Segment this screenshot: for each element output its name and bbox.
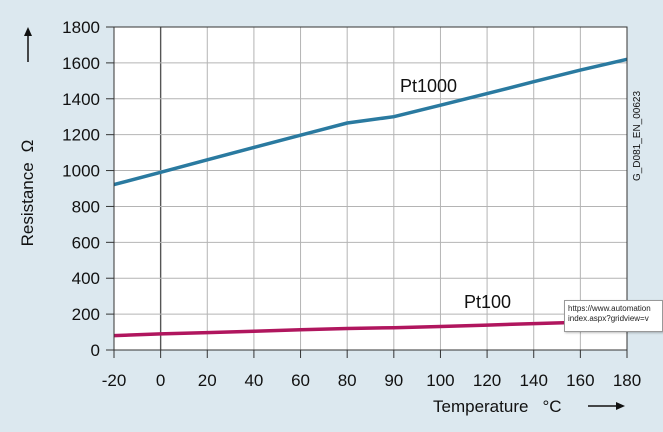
y-axis-title: Resistance Ω [18, 140, 37, 247]
series-label-pt100: Pt100 [464, 292, 511, 312]
svg-text:ResistanceΩ: Resistance Ω [18, 140, 37, 247]
series-line-pt100 [113, 319, 628, 338]
y-axis-unit: Ω [18, 140, 37, 153]
plot-frame [113, 26, 628, 351]
x-tick-label: 90 [384, 371, 403, 390]
y-axis-label: Resistance [18, 162, 37, 246]
x-axis-arrow [588, 402, 625, 410]
x-axis-label: Temperature [433, 397, 528, 416]
series-label-pt1000: Pt1000 [400, 76, 457, 96]
x-tick-label: 0 [156, 371, 165, 390]
x-tick-label: 140 [520, 371, 548, 390]
y-tick-label: 1400 [62, 90, 100, 109]
x-tick-label: 20 [198, 371, 217, 390]
y-tick-label: 1000 [62, 162, 100, 181]
svg-text:G_D081_EN_00623: G_D081_EN_00623 [632, 91, 643, 182]
tooltip-line-1: https://www.automation [568, 304, 651, 313]
y-tick-label: 1200 [62, 126, 100, 145]
x-tick-label: 100 [426, 371, 454, 390]
y-tick-label: 600 [72, 233, 100, 252]
x-axis-title: Temperature °C [433, 397, 562, 416]
y-tick-label: 800 [72, 197, 100, 216]
y-tick-label: 1800 [62, 18, 100, 37]
url-tooltip: https://www.automation index.aspx?gridvi… [564, 300, 663, 332]
y-tick-label: 400 [72, 269, 100, 288]
series-lines [113, 57, 628, 338]
x-tick-label: -20 [102, 371, 127, 390]
x-axis-unit: °C [542, 397, 561, 416]
y-tick-label: 0 [91, 341, 100, 360]
x-tick-label: 40 [244, 371, 263, 390]
y-tick-label: 1600 [62, 54, 100, 73]
x-tick-label: 120 [473, 371, 501, 390]
tooltip-line-2: index.aspx?gridview=v [568, 314, 649, 323]
x-tick-label: 160 [566, 371, 594, 390]
y-axis-arrow [24, 27, 32, 62]
series-line-pt1000 [113, 57, 628, 187]
x-tick-label: 180 [613, 371, 641, 390]
x-tick-label: 80 [338, 371, 357, 390]
x-tick-label: 60 [291, 371, 310, 390]
plot-area [114, 27, 627, 350]
figure-id: G_D081_EN_00623 [632, 91, 643, 182]
y-tick-label: 200 [72, 305, 100, 324]
